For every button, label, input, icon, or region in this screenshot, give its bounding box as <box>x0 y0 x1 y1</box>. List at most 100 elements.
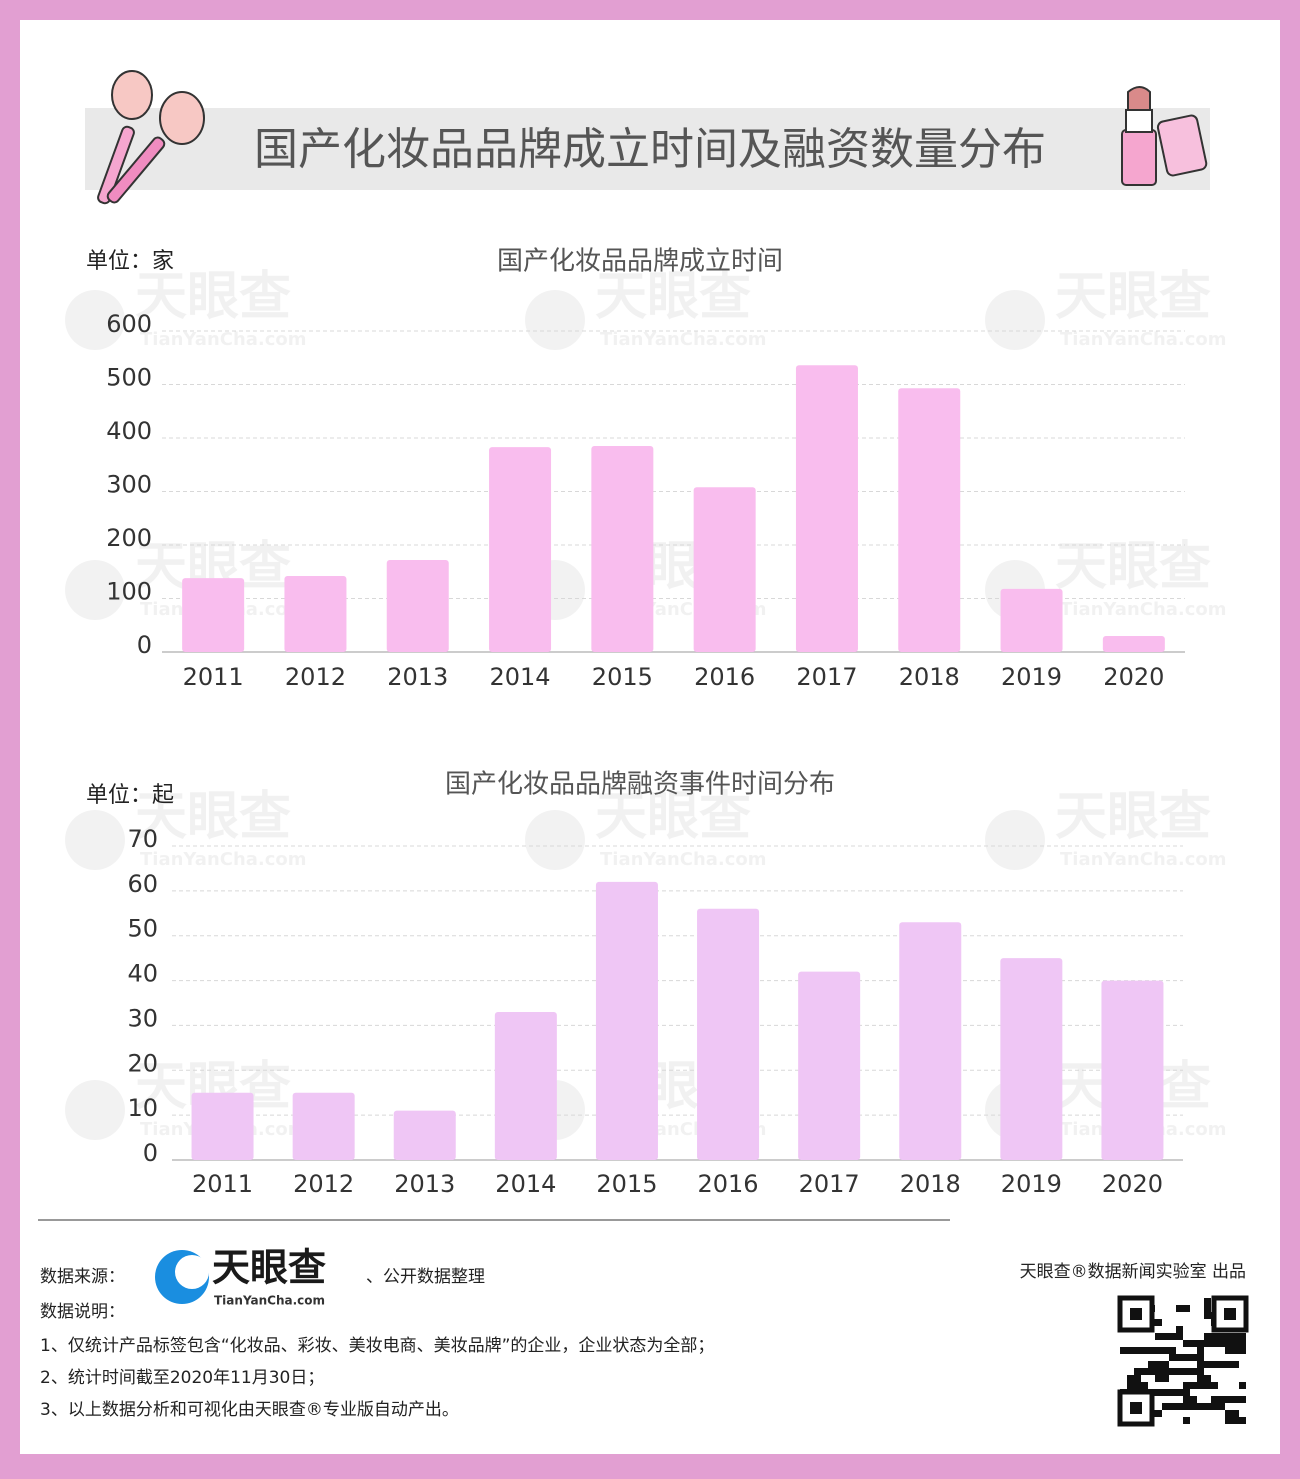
x-tick-label: 2014 <box>495 1170 556 1198</box>
bar <box>1000 958 1063 1160</box>
watermark: 天眼查 <box>1055 787 1211 847</box>
qr-cell <box>1211 1340 1218 1347</box>
qr-cell <box>1232 1361 1239 1368</box>
qr-cell <box>1225 1361 1232 1368</box>
bar <box>1101 980 1164 1160</box>
y-tick-label: 600 <box>106 310 152 338</box>
qr-cell <box>1190 1396 1197 1403</box>
qr-cell <box>1176 1368 1183 1375</box>
watermark: TianYanCha.com <box>1060 599 1227 620</box>
qr-cell <box>1197 1354 1204 1361</box>
y-tick-label: 500 <box>106 364 152 392</box>
qr-cell <box>1183 1340 1190 1347</box>
qr-cell <box>1204 1403 1211 1410</box>
qr-cell <box>1183 1354 1190 1361</box>
qr-cell <box>1155 1347 1162 1354</box>
qr-finder <box>1130 1308 1142 1320</box>
bar <box>386 559 449 652</box>
qr-cell <box>1218 1340 1225 1347</box>
bar <box>292 1092 355 1160</box>
qr-cell <box>1232 1347 1239 1354</box>
y-tick-label: 200 <box>106 524 152 552</box>
bar <box>591 446 654 652</box>
qr-cell <box>1183 1389 1190 1396</box>
qr-cell <box>1169 1389 1176 1396</box>
watermark: TianYanCha.com <box>1060 329 1227 350</box>
qr-cell <box>1148 1361 1155 1368</box>
header-band <box>85 108 1210 190</box>
qr-cell <box>1232 1417 1239 1424</box>
qr-cell <box>1190 1354 1197 1361</box>
qr-cell <box>1211 1382 1218 1389</box>
y-tick-label: 0 <box>143 1139 158 1167</box>
x-tick-label: 2016 <box>694 663 755 691</box>
watermark-logo <box>525 290 585 350</box>
watermark-logo <box>65 560 125 620</box>
watermark: 天眼查 <box>135 267 291 327</box>
qr-cell <box>1190 1382 1197 1389</box>
qr-cell <box>1155 1368 1162 1375</box>
qr-cell <box>1162 1403 1169 1410</box>
qr-cell <box>1162 1333 1169 1340</box>
qr-cell <box>1127 1382 1134 1389</box>
source-label: 数据来源： <box>40 1267 125 1287</box>
qr-cell <box>1232 1340 1239 1347</box>
y-tick-label: 400 <box>106 417 152 445</box>
watermark: 天眼查 <box>1055 267 1211 327</box>
y-tick-label: 0 <box>137 631 152 659</box>
x-tick-label: 2017 <box>796 663 857 691</box>
qr-cell <box>1197 1361 1204 1368</box>
qr-cell <box>1197 1375 1204 1382</box>
qr-finder <box>1224 1308 1236 1320</box>
qr-cell <box>1204 1312 1211 1319</box>
qr-cell <box>1232 1333 1239 1340</box>
qr-cell <box>1155 1410 1162 1417</box>
y-tick-label: 70 <box>127 825 158 853</box>
watermark: TianYanCha.com <box>600 329 767 350</box>
x-tick-label: 2019 <box>1001 1170 1062 1198</box>
qr-cell <box>1218 1396 1225 1403</box>
source-logo: 天眼查 <box>212 1246 326 1290</box>
qr-cell <box>1162 1368 1169 1375</box>
bar <box>182 578 245 652</box>
bar <box>693 487 756 652</box>
watermark: TianYanCha.com <box>140 849 307 870</box>
bar <box>191 1092 254 1160</box>
qr-cell <box>1225 1417 1232 1424</box>
qr-cell <box>1225 1347 1232 1354</box>
y-tick-label: 50 <box>127 915 158 943</box>
qr-cell <box>1183 1382 1190 1389</box>
bar <box>489 447 552 652</box>
watermark: 天眼查 <box>595 267 751 327</box>
qr-cell <box>1197 1347 1204 1354</box>
qr-cell <box>1141 1347 1148 1354</box>
qr-cell <box>1218 1361 1225 1368</box>
y-tick-label: 10 <box>127 1094 158 1122</box>
qr-cell <box>1204 1305 1211 1312</box>
qr-cell <box>1169 1354 1176 1361</box>
qr-cell <box>1134 1347 1141 1354</box>
qr-cell <box>1120 1347 1127 1354</box>
x-tick-label: 2017 <box>799 1170 860 1198</box>
qr-cell <box>1204 1340 1211 1347</box>
qr-cell <box>1204 1375 1211 1382</box>
y-tick-label: 20 <box>127 1049 158 1077</box>
note: 3、以上数据分析和可视化由天眼查®专业版自动产出。 <box>40 1400 459 1420</box>
qr-cell <box>1239 1347 1246 1354</box>
canvas <box>20 20 1280 1454</box>
x-tick-label: 2018 <box>900 1170 961 1198</box>
watermark-logo <box>65 810 125 870</box>
qr-cell <box>1197 1368 1204 1375</box>
qr-cell <box>1134 1368 1141 1375</box>
qr-cell <box>1155 1375 1162 1382</box>
qr-cell <box>1176 1333 1183 1340</box>
qr-cell <box>1127 1375 1134 1382</box>
qr-cell <box>1176 1354 1183 1361</box>
y-tick-label: 300 <box>106 471 152 499</box>
chart-title: 国产化妆品品牌融资事件时间分布 <box>445 770 835 800</box>
x-tick-label: 2011 <box>192 1170 253 1198</box>
watermark-logo <box>985 290 1045 350</box>
brush-icon <box>97 70 205 205</box>
lipstick-icon <box>1121 86 1208 186</box>
qr-cell <box>1211 1403 1218 1410</box>
